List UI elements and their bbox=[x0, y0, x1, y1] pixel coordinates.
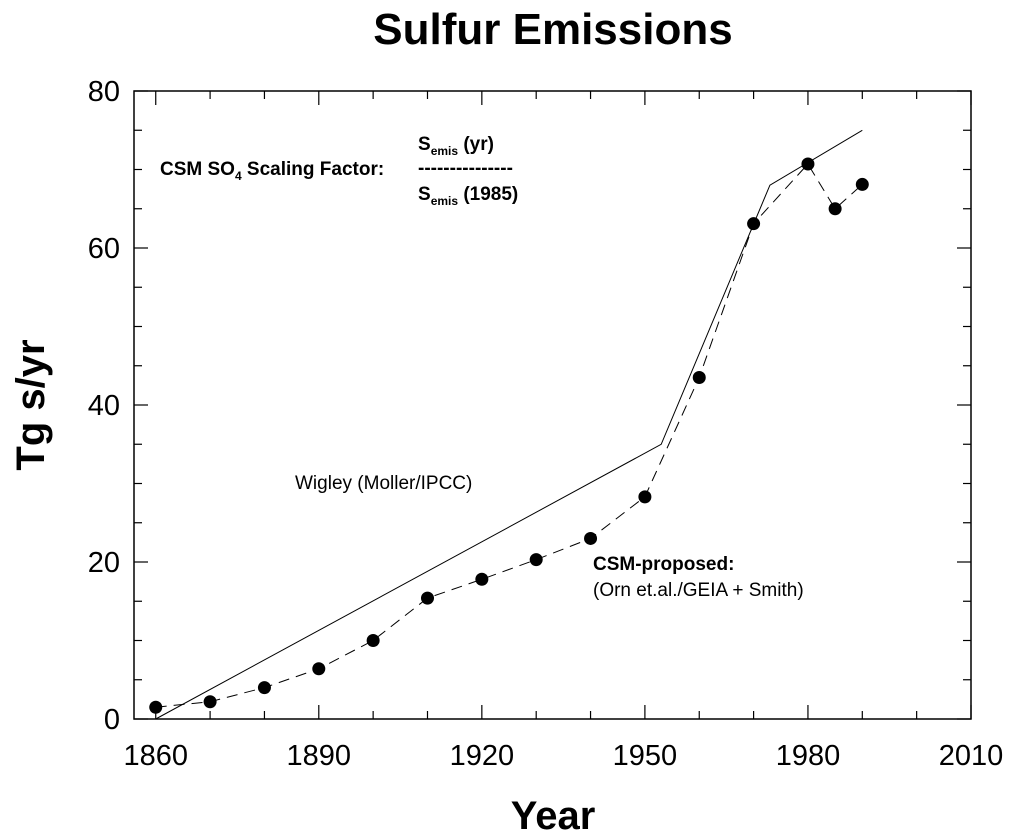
denominator-tail: (1985) bbox=[458, 184, 518, 205]
scaling-factor-label: CSM SO4 Scaling Factor: bbox=[160, 159, 384, 183]
x-axis-title: Year bbox=[511, 794, 596, 838]
chart-title: Sulfur Emissions bbox=[373, 5, 732, 54]
y-tick-label: 0 bbox=[104, 704, 120, 736]
series-line-wigley bbox=[155, 129, 863, 720]
y-tick-label: 60 bbox=[88, 233, 120, 265]
plot-frame bbox=[133, 90, 972, 720]
wigley-series-label: Wigley (Moller/IPCC) bbox=[295, 473, 472, 494]
numerator-subscript: emis bbox=[431, 144, 459, 158]
denominator-subscript: emis bbox=[431, 194, 459, 208]
data-point-csm-proposed bbox=[475, 572, 489, 586]
data-point-csm-proposed bbox=[257, 681, 271, 695]
axis-ticks bbox=[134, 90, 972, 720]
series-points-csm-proposed bbox=[149, 157, 869, 714]
data-point-csm-proposed bbox=[828, 202, 842, 216]
scaling-label-main: CSM SO bbox=[160, 159, 235, 180]
data-point-csm-proposed bbox=[366, 634, 380, 647]
y-axis-title: Tg s/yr bbox=[9, 339, 53, 470]
x-tick-label: 1890 bbox=[287, 740, 352, 772]
data-point-csm-proposed bbox=[855, 177, 869, 191]
csm-series-label-title: CSM-proposed: bbox=[593, 554, 734, 575]
scaling-denominator: Semis (1985) bbox=[418, 184, 518, 208]
numerator-main: S bbox=[418, 134, 431, 155]
scaling-label-tail: Scaling Factor: bbox=[242, 159, 385, 180]
x-tick-label: 1860 bbox=[123, 740, 188, 772]
x-tick-label: 1920 bbox=[450, 740, 515, 772]
axis-tick-labels: 1860 1890 1920 1950 1980 2010 0 20 40 60 80 bbox=[88, 76, 1004, 772]
x-tick-label: 2010 bbox=[939, 740, 1004, 772]
data-point-csm-proposed bbox=[638, 490, 652, 504]
numerator-tail: (yr) bbox=[458, 134, 494, 155]
data-point-csm-proposed bbox=[529, 553, 543, 567]
scaling-numerator: Semis (yr) bbox=[418, 134, 494, 158]
data-point-csm-proposed bbox=[203, 695, 217, 709]
data-point-csm-proposed bbox=[801, 157, 815, 171]
data-point-csm-proposed bbox=[747, 217, 761, 231]
denominator-main: S bbox=[418, 184, 431, 205]
y-tick-label: 40 bbox=[88, 390, 120, 422]
csm-series-label-source: (Orn et.al./GEIA + Smith) bbox=[593, 580, 804, 601]
scaling-label-subscript: 4 bbox=[235, 169, 242, 183]
scaling-fraction-bar: --------------- bbox=[418, 158, 513, 179]
x-tick-label: 1980 bbox=[776, 740, 841, 772]
data-point-csm-proposed bbox=[149, 700, 163, 714]
data-point-csm-proposed bbox=[420, 591, 434, 605]
data-point-csm-proposed bbox=[692, 371, 706, 385]
y-tick-label: 80 bbox=[88, 76, 120, 108]
data-point-csm-proposed bbox=[584, 531, 598, 545]
x-tick-label: 1950 bbox=[613, 740, 678, 772]
series-line-csm-proposed bbox=[155, 163, 863, 708]
data-point-csm-proposed bbox=[312, 662, 326, 676]
y-tick-label: 20 bbox=[88, 547, 120, 579]
